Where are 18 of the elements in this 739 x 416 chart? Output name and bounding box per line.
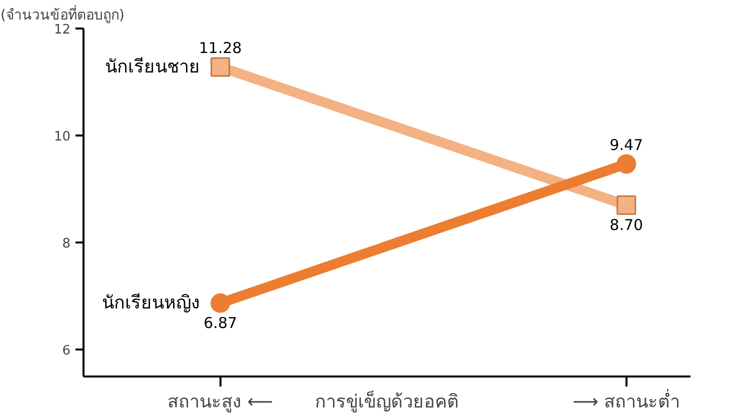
x-tick-label: สถานะสูง ⟵ [168,392,274,412]
x-axis-title: การขู่เข็ญด้วยอคติ [315,390,459,412]
series-label: นักเรียนชาย [105,56,200,78]
point [210,57,230,77]
data-label: 9.47 [610,136,644,154]
point [616,154,636,174]
y-tick-label: 10 [54,130,71,145]
y-axis-title: (จำนวนข้อที่ตอบถูก) [0,6,124,24]
y-tick-label: 12 [54,22,71,38]
series-label: นักเรียนหญิง [102,292,200,314]
point [210,293,230,313]
x-tick-label: ⟶ สถานะต่ำ [572,388,680,412]
y-tick-label: 8 [62,236,71,252]
data-label: 6.87 [204,314,238,332]
point [616,195,636,215]
data-label: 11.28 [198,39,242,58]
y-tick-label: 6 [62,344,71,359]
data-label: 8.70 [610,216,644,234]
